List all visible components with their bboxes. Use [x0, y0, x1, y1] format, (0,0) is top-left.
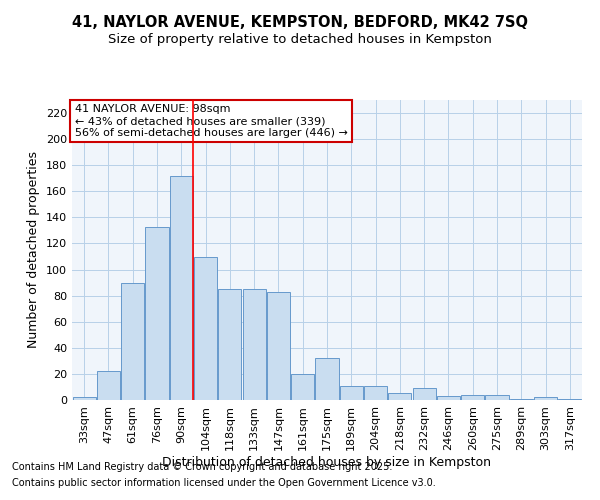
- Bar: [291, 374, 314, 400]
- Bar: [485, 395, 509, 400]
- Bar: [316, 358, 338, 400]
- Bar: [242, 289, 266, 400]
- Bar: [194, 256, 217, 400]
- Bar: [170, 176, 193, 400]
- Bar: [534, 398, 557, 400]
- Bar: [413, 388, 436, 400]
- Text: Size of property relative to detached houses in Kempston: Size of property relative to detached ho…: [108, 32, 492, 46]
- Text: Contains public sector information licensed under the Open Government Licence v3: Contains public sector information licen…: [12, 478, 436, 488]
- Bar: [510, 398, 533, 400]
- Bar: [559, 398, 581, 400]
- Bar: [340, 386, 363, 400]
- Bar: [267, 292, 290, 400]
- Bar: [73, 398, 95, 400]
- Y-axis label: Number of detached properties: Number of detached properties: [28, 152, 40, 348]
- Text: Contains HM Land Registry data © Crown copyright and database right 2025.: Contains HM Land Registry data © Crown c…: [12, 462, 392, 472]
- Bar: [218, 289, 241, 400]
- Text: 41 NAYLOR AVENUE: 98sqm
← 43% of detached houses are smaller (339)
56% of semi-d: 41 NAYLOR AVENUE: 98sqm ← 43% of detache…: [74, 104, 347, 138]
- Bar: [364, 386, 387, 400]
- Bar: [437, 396, 460, 400]
- Bar: [121, 282, 144, 400]
- Bar: [388, 394, 412, 400]
- Text: 41, NAYLOR AVENUE, KEMPSTON, BEDFORD, MK42 7SQ: 41, NAYLOR AVENUE, KEMPSTON, BEDFORD, MK…: [72, 15, 528, 30]
- X-axis label: Distribution of detached houses by size in Kempston: Distribution of detached houses by size …: [163, 456, 491, 468]
- Bar: [97, 372, 120, 400]
- Bar: [145, 226, 169, 400]
- Bar: [461, 395, 484, 400]
